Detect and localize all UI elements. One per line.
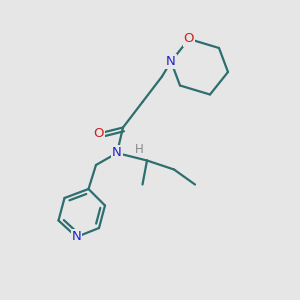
Text: O: O: [184, 32, 194, 46]
Text: N: N: [166, 55, 176, 68]
Text: H: H: [135, 142, 144, 156]
Text: N: N: [112, 146, 122, 160]
Text: O: O: [94, 127, 104, 140]
Text: N: N: [72, 230, 81, 244]
